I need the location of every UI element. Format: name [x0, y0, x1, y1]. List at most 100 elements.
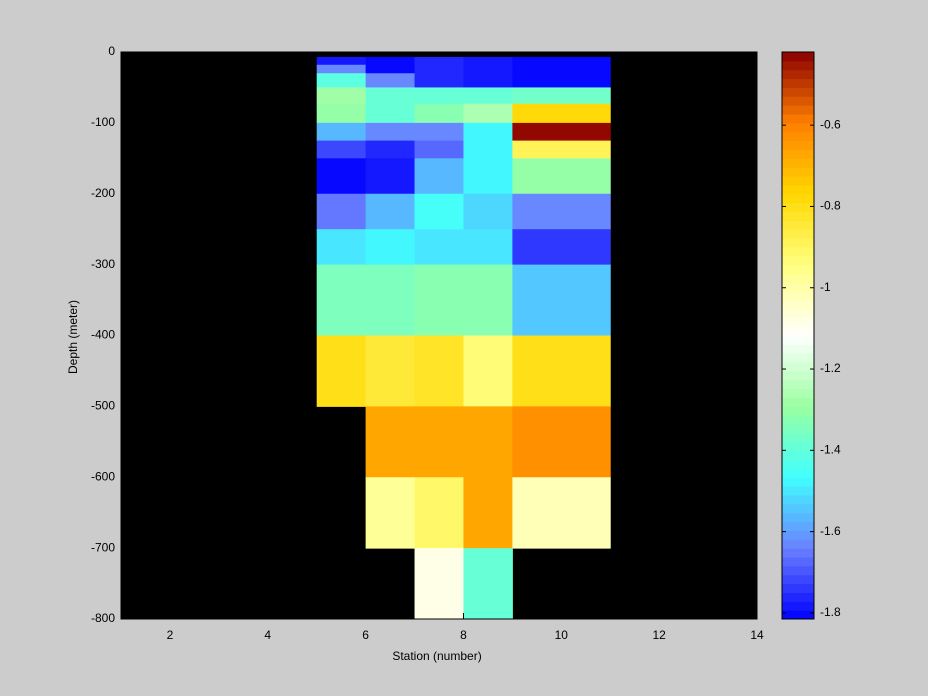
heatmap-cell: [365, 406, 416, 478]
heatmap-cell: [316, 56, 367, 66]
heatmap-cell: [512, 335, 611, 407]
heatmap-cell: [365, 103, 416, 124]
heatmap-cell: [463, 335, 513, 407]
colorbar-step: [782, 424, 814, 434]
colorbar-step: [782, 503, 814, 514]
heatmap-cell: [512, 87, 611, 105]
colorbar-step: [782, 353, 814, 363]
colorbar-step: [782, 468, 814, 478]
colorbar-step: [782, 60, 814, 71]
heatmap-cell: [512, 103, 611, 124]
colorbar-step: [782, 238, 814, 248]
colorbar-step: [782, 530, 814, 540]
y-tick-label: 0: [108, 44, 115, 58]
colorbar-step: [782, 158, 814, 168]
heatmap-cell: [414, 193, 464, 230]
colorbar-step: [782, 556, 814, 567]
x-tick-label: 10: [555, 628, 569, 642]
heatmap-cell: [463, 193, 513, 230]
y-tick-label: -800: [91, 611, 115, 625]
colorbar-step: [782, 52, 814, 62]
colorbar-step: [782, 229, 814, 239]
heatmap-cell: [365, 122, 416, 142]
colorbar-step: [782, 140, 814, 150]
heatmap-cell: [414, 140, 464, 159]
x-axis-label: Station (number): [392, 649, 481, 663]
colorbar-step: [782, 406, 814, 416]
colorbar-step: [782, 255, 814, 266]
heatmap-cell: [365, 335, 416, 407]
colorbar-step: [782, 300, 814, 310]
colorbar-step: [782, 78, 814, 88]
heatmap-cell: [316, 158, 367, 195]
x-tick-label: 6: [362, 628, 369, 642]
colorbar-tick-label: -1.6: [820, 524, 841, 538]
colorbar-step: [782, 114, 814, 124]
heatmap-cell: [512, 264, 611, 336]
colorbar-step: [782, 149, 814, 159]
y-tick-label: -700: [91, 540, 115, 554]
colorbar-step: [782, 388, 814, 399]
colorbar-step: [782, 184, 814, 195]
x-tick-label: 8: [460, 628, 467, 642]
heatmap-cell: [463, 264, 513, 336]
heatmap-cell: [316, 140, 367, 159]
colorbar-step: [782, 131, 814, 142]
colorbar-step: [782, 211, 814, 221]
heatmap-cell: [365, 140, 416, 159]
heatmap-cell: [463, 158, 513, 195]
heatmap-cell: [365, 193, 416, 230]
colorbar-step: [782, 246, 814, 257]
heatmap-cell: [512, 140, 611, 159]
colorbar-tick-label: -1.2: [820, 361, 841, 375]
heatmap-cell: [316, 229, 367, 266]
heatmap-cell: [414, 548, 464, 620]
y-tick-label: -300: [91, 257, 115, 271]
colorbar-step: [782, 574, 814, 585]
y-axis-label: Depth (meter): [66, 300, 80, 374]
colorbar-step: [782, 592, 814, 602]
colorbar-step: [782, 317, 814, 328]
colorbar-step: [782, 308, 814, 319]
heatmap-cell: [463, 56, 513, 66]
heatmap-cell: [365, 477, 416, 549]
colorbar-step: [782, 335, 814, 345]
heatmap-cell: [365, 56, 416, 66]
colorbar-step: [782, 450, 814, 461]
heatmap-cell: [414, 73, 464, 88]
x-tick-label: 4: [264, 628, 271, 642]
heatmap-cell: [414, 406, 464, 478]
heatmap-cell: [463, 548, 513, 620]
colorbar-step: [782, 326, 814, 336]
colorbar-step: [782, 282, 814, 292]
colorbar-step: [782, 459, 814, 469]
colorbar-tick-label: -0.6: [820, 117, 841, 131]
heatmap-cell: [512, 229, 611, 266]
heatmap-cell: [316, 64, 367, 74]
heatmap-cell: [463, 64, 513, 74]
colorbar-step: [782, 176, 814, 186]
colorbar-tick-label: -1: [820, 280, 831, 294]
heatmap-cell: [512, 158, 611, 195]
y-tick-label: -600: [91, 469, 115, 483]
colorbar-step: [782, 601, 814, 611]
colorbar-tick-label: -1.8: [820, 605, 841, 619]
heatmap-cell: [512, 122, 611, 142]
colorbar-step: [782, 477, 814, 487]
heatmap-cell: [512, 406, 611, 478]
heatmap-cell: [316, 87, 367, 105]
heatmap-cell: [414, 87, 464, 105]
heatmap-cell: [463, 103, 513, 124]
colorbar-step: [782, 539, 814, 549]
heatmap-cell: [316, 103, 367, 124]
heatmap-cell: [414, 103, 464, 124]
y-tick-label: -500: [91, 399, 115, 413]
colorbar-step: [782, 565, 814, 576]
heatmap-cell: [365, 229, 416, 266]
heatmap-cell: [365, 87, 416, 105]
heatmap-cell: [512, 73, 611, 88]
colorbar-step: [782, 397, 814, 407]
heatmap-cell: [463, 477, 513, 549]
colorbar-step: [782, 122, 814, 133]
colorbar-step: [782, 583, 814, 593]
